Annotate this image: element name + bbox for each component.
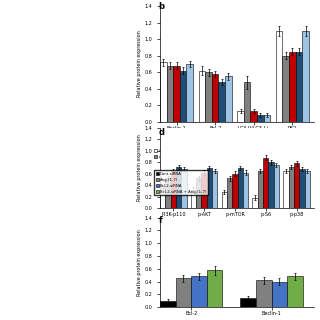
Bar — [196, 178, 202, 208]
Bar — [232, 174, 237, 208]
Bar — [191, 190, 196, 208]
Bar — [212, 171, 217, 208]
Legend: Cont-siRNA, Ang-(1-7), Bcl-2-siRNA, Bcl-2-siRNA + Ang-(1-7): Cont-siRNA, Ang-(1-7), Bcl-2-siRNA, Bcl-… — [154, 170, 208, 195]
Y-axis label: Relative protein expression: Relative protein expression — [137, 31, 142, 97]
Bar — [274, 165, 279, 208]
Bar — [191, 276, 207, 307]
Bar — [227, 178, 232, 208]
Bar — [305, 171, 310, 208]
Legend: Control, Ang-(1-7) 1d, Ang-(1-7) 3d, Ang-(1-7) + A779 3d, A779 3d: Control, Ang-(1-7) 1d, Ang-(1-7) 3d, Ang… — [154, 149, 252, 159]
Bar — [199, 71, 205, 122]
Bar — [299, 169, 305, 208]
Bar — [289, 167, 294, 208]
Bar — [160, 301, 176, 307]
Bar — [225, 76, 232, 122]
Bar — [205, 72, 212, 122]
Bar — [219, 82, 225, 122]
Bar — [252, 198, 258, 208]
Bar — [237, 168, 243, 208]
Bar — [202, 172, 207, 208]
Bar — [212, 74, 219, 122]
Text: f: f — [158, 216, 162, 225]
Bar — [173, 66, 180, 122]
Bar — [165, 178, 171, 208]
Bar — [257, 115, 264, 122]
Bar — [263, 158, 268, 208]
Bar — [256, 280, 271, 307]
Bar — [294, 164, 299, 208]
Bar — [160, 188, 165, 208]
Text: b: b — [158, 2, 164, 11]
Bar — [222, 192, 227, 208]
Bar — [187, 64, 193, 122]
Bar — [258, 171, 263, 208]
Y-axis label: Relative protein expression: Relative protein expression — [137, 135, 142, 201]
Bar — [302, 31, 309, 122]
Bar — [287, 276, 303, 307]
Bar — [207, 270, 222, 307]
Y-axis label: Relative protein expression: Relative protein expression — [137, 229, 142, 296]
Bar — [240, 298, 256, 307]
Bar — [264, 115, 270, 122]
Text: d: d — [158, 128, 164, 137]
Bar — [251, 111, 257, 122]
Bar — [237, 111, 244, 122]
Bar — [268, 162, 274, 208]
Bar — [283, 56, 289, 122]
Bar — [181, 169, 187, 208]
Bar — [271, 282, 287, 307]
Bar — [244, 82, 251, 122]
Bar — [296, 52, 302, 122]
Bar — [207, 168, 212, 208]
Bar — [276, 31, 283, 122]
Bar — [243, 172, 248, 208]
Bar — [176, 278, 191, 307]
Bar — [180, 71, 187, 122]
Bar — [289, 52, 296, 122]
Bar — [171, 171, 176, 208]
Bar — [176, 167, 181, 208]
Bar — [160, 62, 167, 122]
Bar — [283, 171, 289, 208]
Bar — [167, 66, 173, 122]
